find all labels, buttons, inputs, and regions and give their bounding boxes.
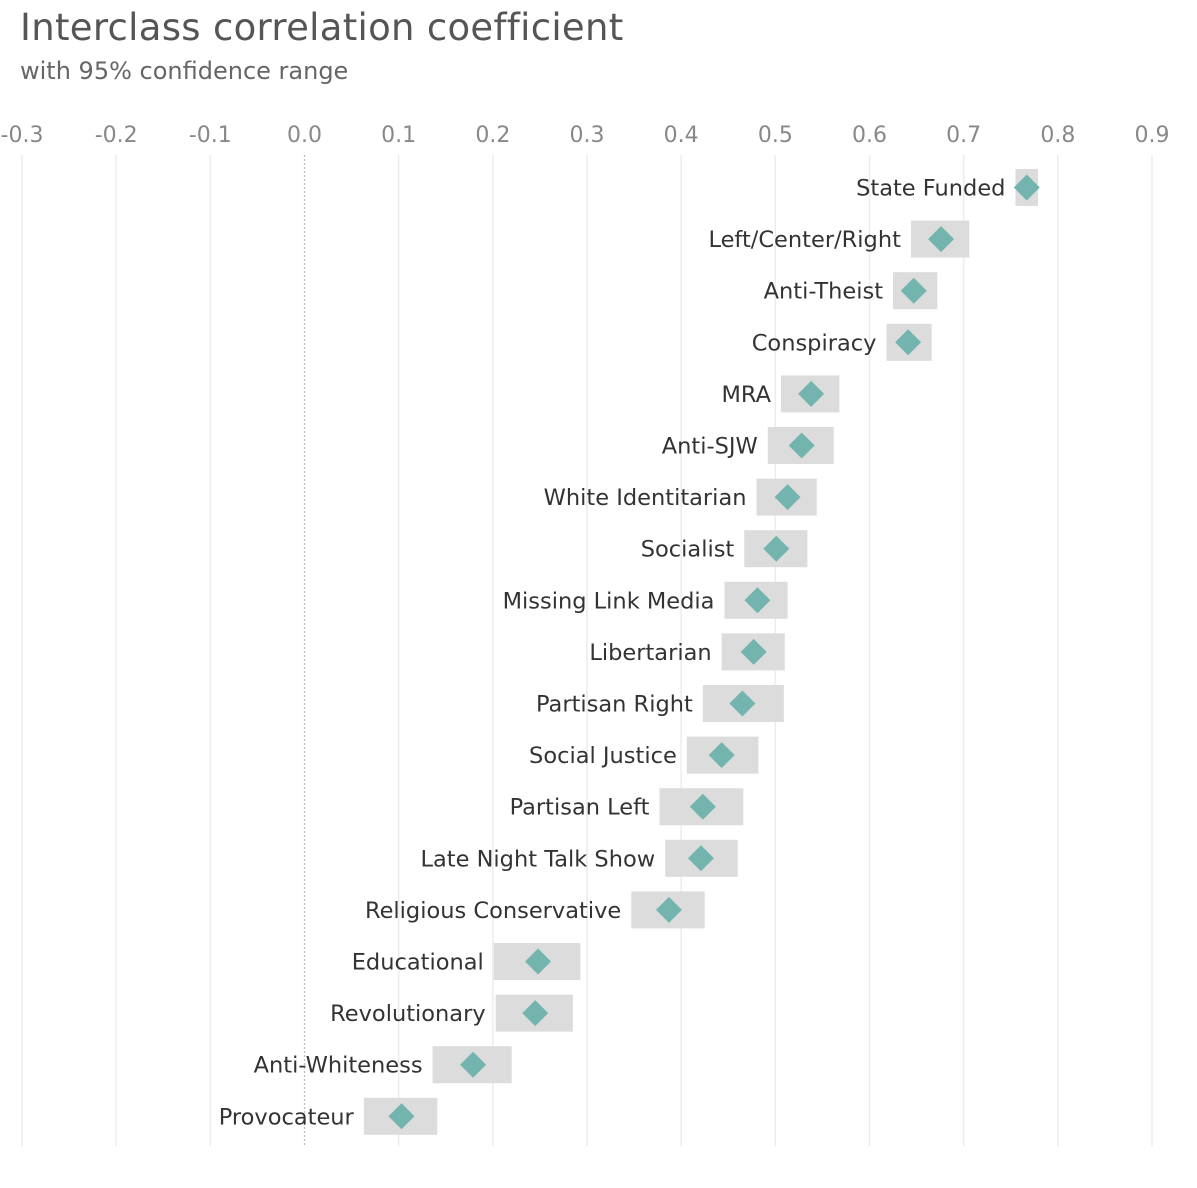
icc-point-marker <box>1013 174 1040 201</box>
x-tick-label: 0.0 <box>287 123 322 148</box>
icc-point-marker <box>895 329 922 356</box>
category-label: Revolutionary <box>330 1001 486 1027</box>
category-label: Partisan Right <box>536 692 693 718</box>
icc-point-marker <box>522 1000 549 1027</box>
category-label: Anti-Whiteness <box>254 1053 423 1079</box>
x-tick-label: 0.1 <box>381 123 416 148</box>
category-label: Anti-SJW <box>662 434 758 460</box>
icc-point-marker <box>655 896 682 923</box>
x-tick-label: 0.2 <box>475 123 510 148</box>
icc-point-marker <box>774 484 801 511</box>
category-label: Missing Link Media <box>503 588 715 614</box>
chart-title: Interclass correlation coefficient <box>20 6 624 49</box>
icc-point-marker <box>388 1103 415 1130</box>
x-tick-label: 0.9 <box>1135 123 1170 148</box>
category-label: State Funded <box>856 176 1005 202</box>
category-label: Left/Center/Right <box>708 227 901 253</box>
icc-point-marker <box>708 742 735 769</box>
x-tick-label: 0.8 <box>1040 123 1075 148</box>
icc-point-marker <box>525 948 552 975</box>
x-tick-label: 0.4 <box>664 123 699 148</box>
icc-point-marker <box>687 845 714 872</box>
icc-point-marker <box>788 432 815 459</box>
x-tick-label: 0.5 <box>758 123 793 148</box>
chart-subtitle: with 95% confidence range <box>20 57 349 85</box>
x-tick-label: 0.7 <box>946 123 981 148</box>
icc-point-marker <box>900 277 927 304</box>
x-tick-label: -0.2 <box>95 123 138 148</box>
icc-point-marker <box>729 690 756 717</box>
category-label: Educational <box>352 950 484 976</box>
x-tick-label: -0.1 <box>189 123 232 148</box>
x-tick-label: 0.6 <box>852 123 887 148</box>
x-tick-label: -0.3 <box>1 123 44 148</box>
icc-point-marker <box>744 587 771 614</box>
category-label: Social Justice <box>529 743 677 769</box>
category-label: Provocateur <box>219 1104 355 1130</box>
icc-point-marker <box>763 535 790 562</box>
category-label: Libertarian <box>589 640 711 666</box>
category-label: Religious Conservative <box>365 898 621 924</box>
icc-point-marker <box>460 1051 487 1078</box>
icc-point-marker <box>689 793 716 820</box>
x-tick-label: 0.3 <box>570 123 605 148</box>
category-label: Late Night Talk Show <box>420 846 655 872</box>
category-label: Socialist <box>641 537 735 563</box>
category-label: Partisan Left <box>510 795 650 821</box>
category-label: White Identitarian <box>544 485 747 511</box>
icc-point-marker <box>928 226 955 253</box>
category-label: Anti-Theist <box>764 279 884 305</box>
icc-point-marker <box>740 638 767 665</box>
category-label: Conspiracy <box>752 330 877 356</box>
icc-point-marker <box>798 380 825 407</box>
category-label: MRA <box>721 382 771 408</box>
